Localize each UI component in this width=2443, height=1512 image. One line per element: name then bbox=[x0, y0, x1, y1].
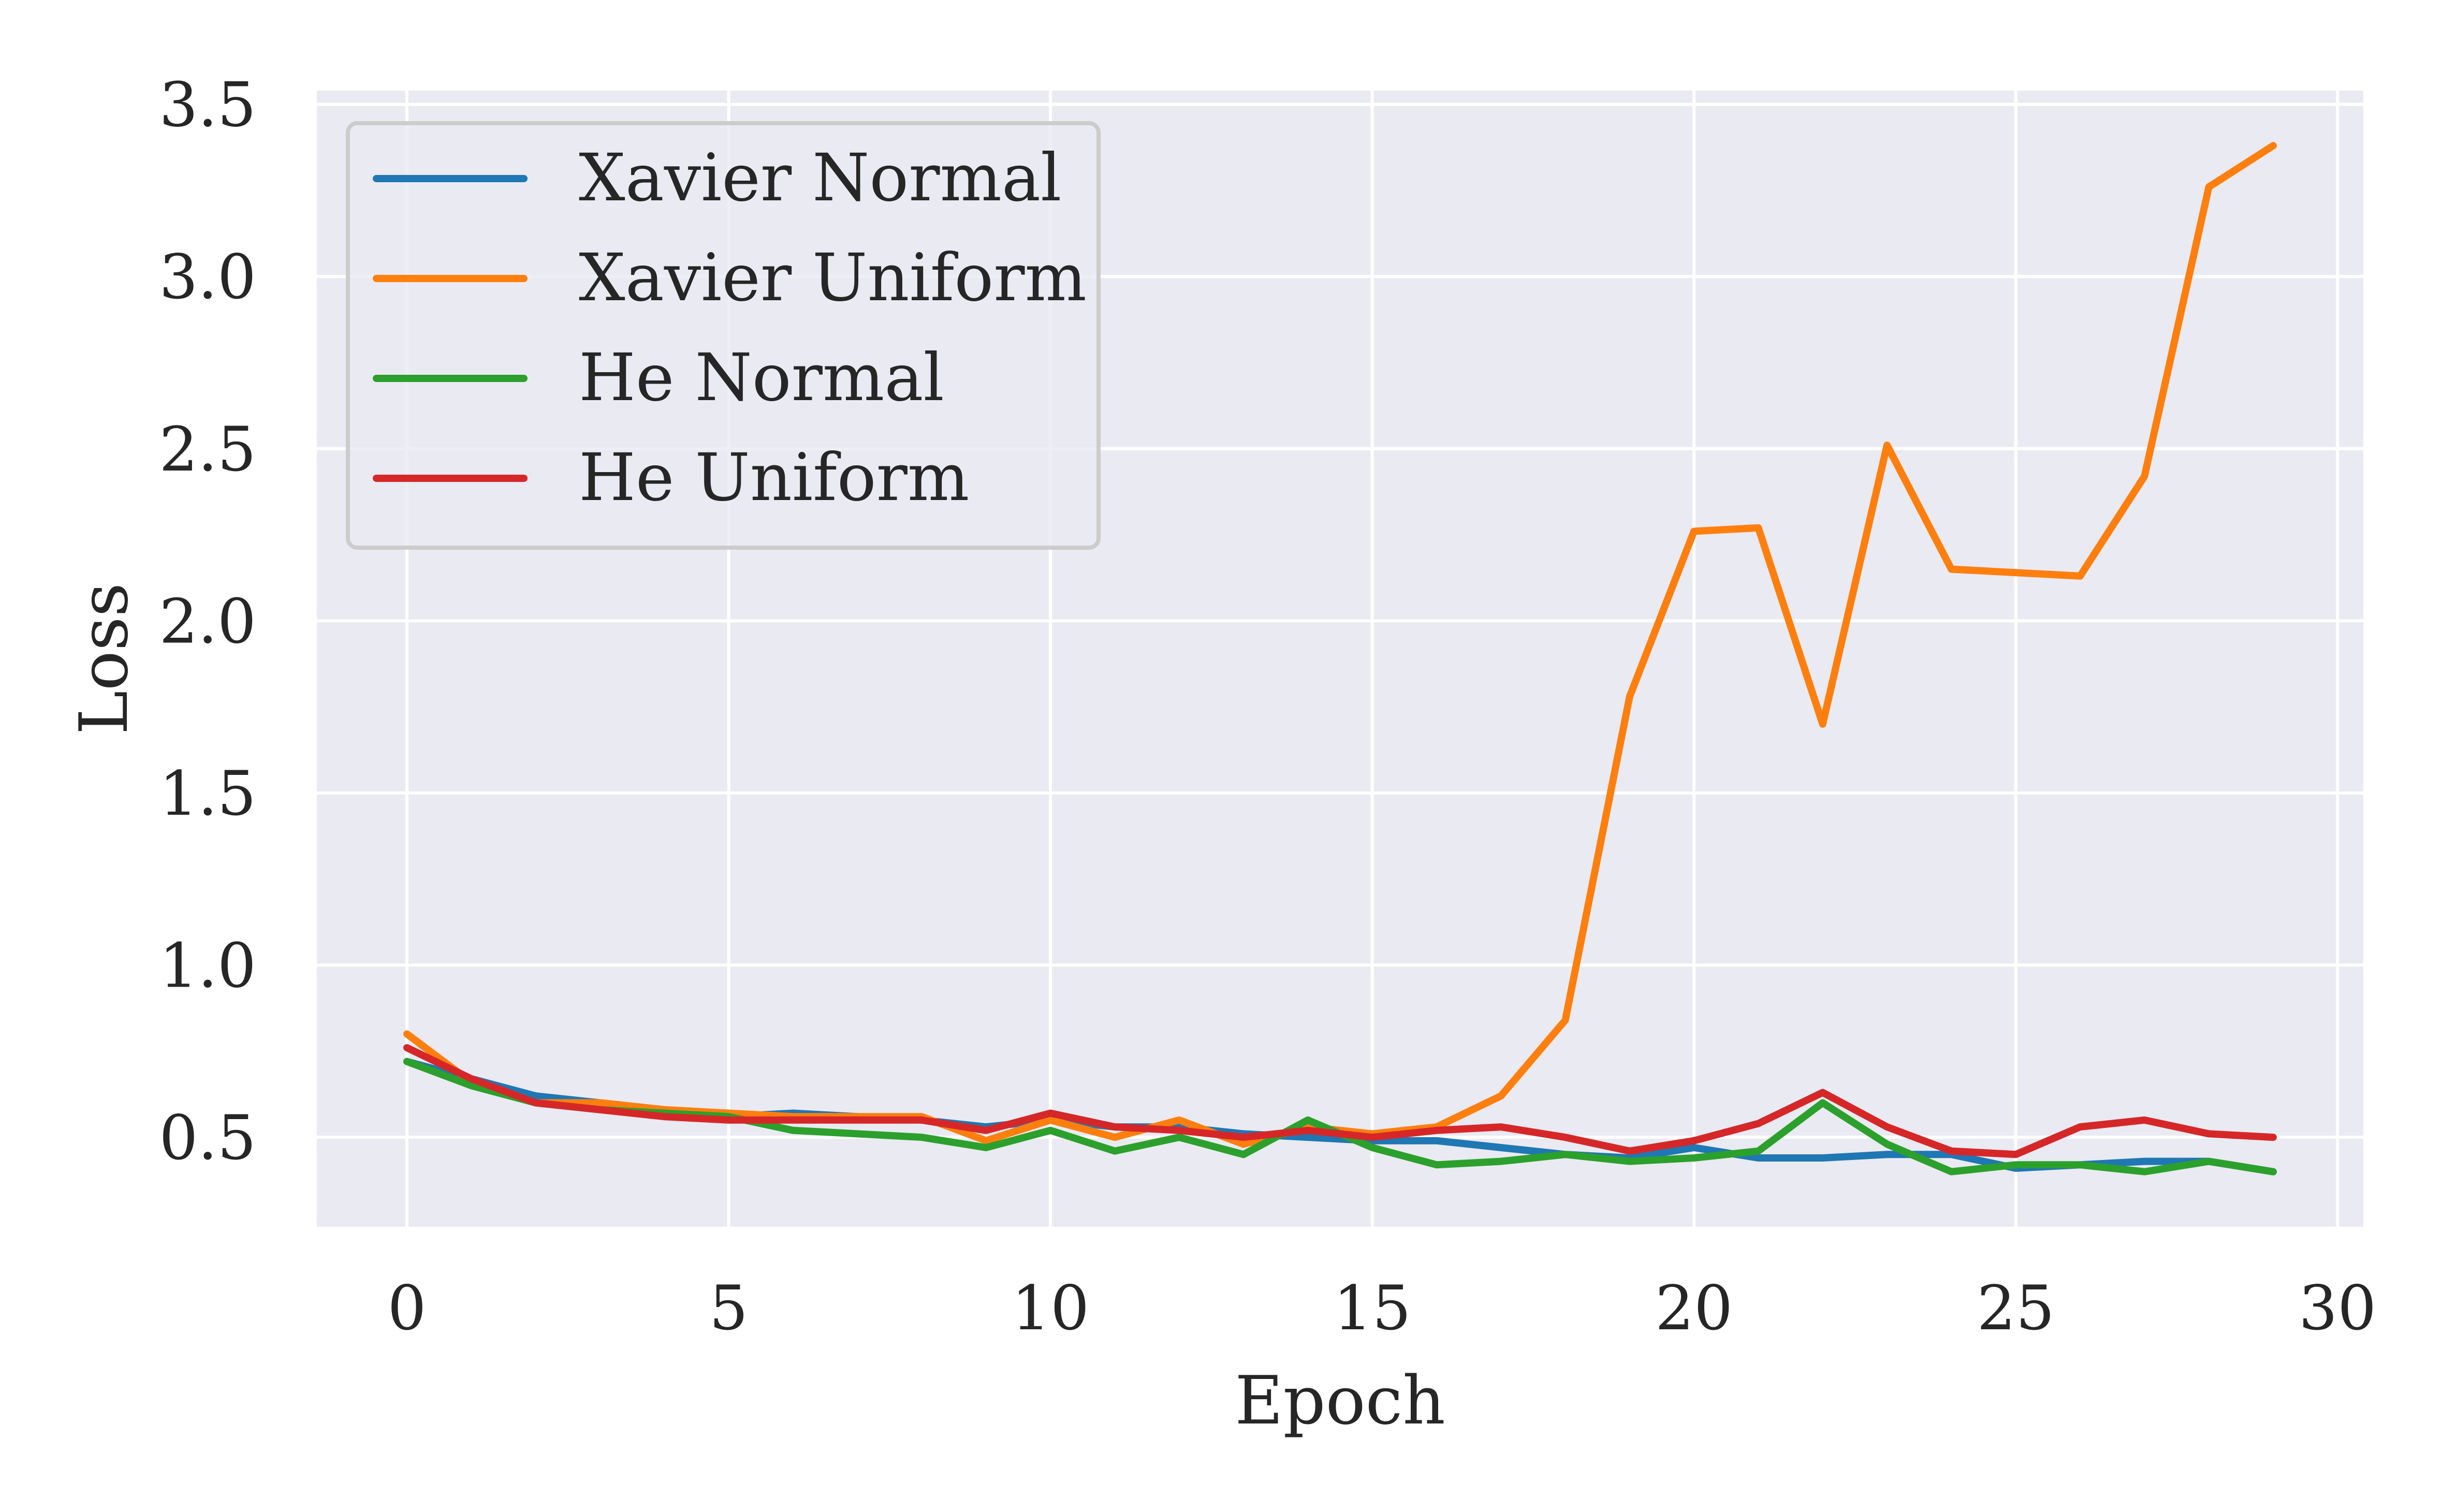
legend-label-0: Xavier Normal bbox=[579, 140, 1061, 216]
y-tick-label: 1.0 bbox=[159, 930, 256, 1001]
series-lines bbox=[403, 142, 2277, 1176]
series-line-3 bbox=[403, 1044, 2277, 1158]
x-tick-label: 0 bbox=[387, 1272, 426, 1344]
y-tick-label: 2.5 bbox=[159, 414, 256, 485]
x-tick-label: 25 bbox=[1977, 1272, 2055, 1344]
legend-box bbox=[346, 121, 1101, 550]
legend-entries: Xavier Normal Xavier Uniform He Normal He U… bbox=[373, 140, 1087, 516]
x-tick-label: 30 bbox=[2299, 1272, 2376, 1344]
x-tick-label: 10 bbox=[1012, 1272, 1089, 1344]
legend: Xavier Normal Xavier Uniform He Normal He U… bbox=[346, 121, 1101, 550]
x-tick-label: 15 bbox=[1334, 1272, 1411, 1344]
x-axis-title: Epoch bbox=[1235, 1362, 1445, 1440]
y-tick-label: 2.0 bbox=[159, 585, 256, 657]
legend-label-3: He Uniform bbox=[579, 439, 969, 516]
y-tick-label: 0.5 bbox=[159, 1102, 256, 1173]
y-tick-label: 3.5 bbox=[159, 69, 256, 141]
legend-label-2: He Normal bbox=[579, 340, 944, 416]
x-tick-label: 20 bbox=[1655, 1272, 1733, 1344]
legend-label-1: Xavier Uniform bbox=[579, 240, 1087, 316]
y-axis-title: Loss bbox=[66, 583, 143, 735]
x-tick-label: 5 bbox=[709, 1272, 748, 1344]
y-tick-label: 1.5 bbox=[159, 758, 256, 829]
tick-labels: 0 5 10 15 20 25 30 0.5 1.0 1.5 2.0 2.5 3.0 3.5 bbox=[159, 69, 2376, 1344]
y-tick-label: 3.0 bbox=[159, 241, 256, 313]
